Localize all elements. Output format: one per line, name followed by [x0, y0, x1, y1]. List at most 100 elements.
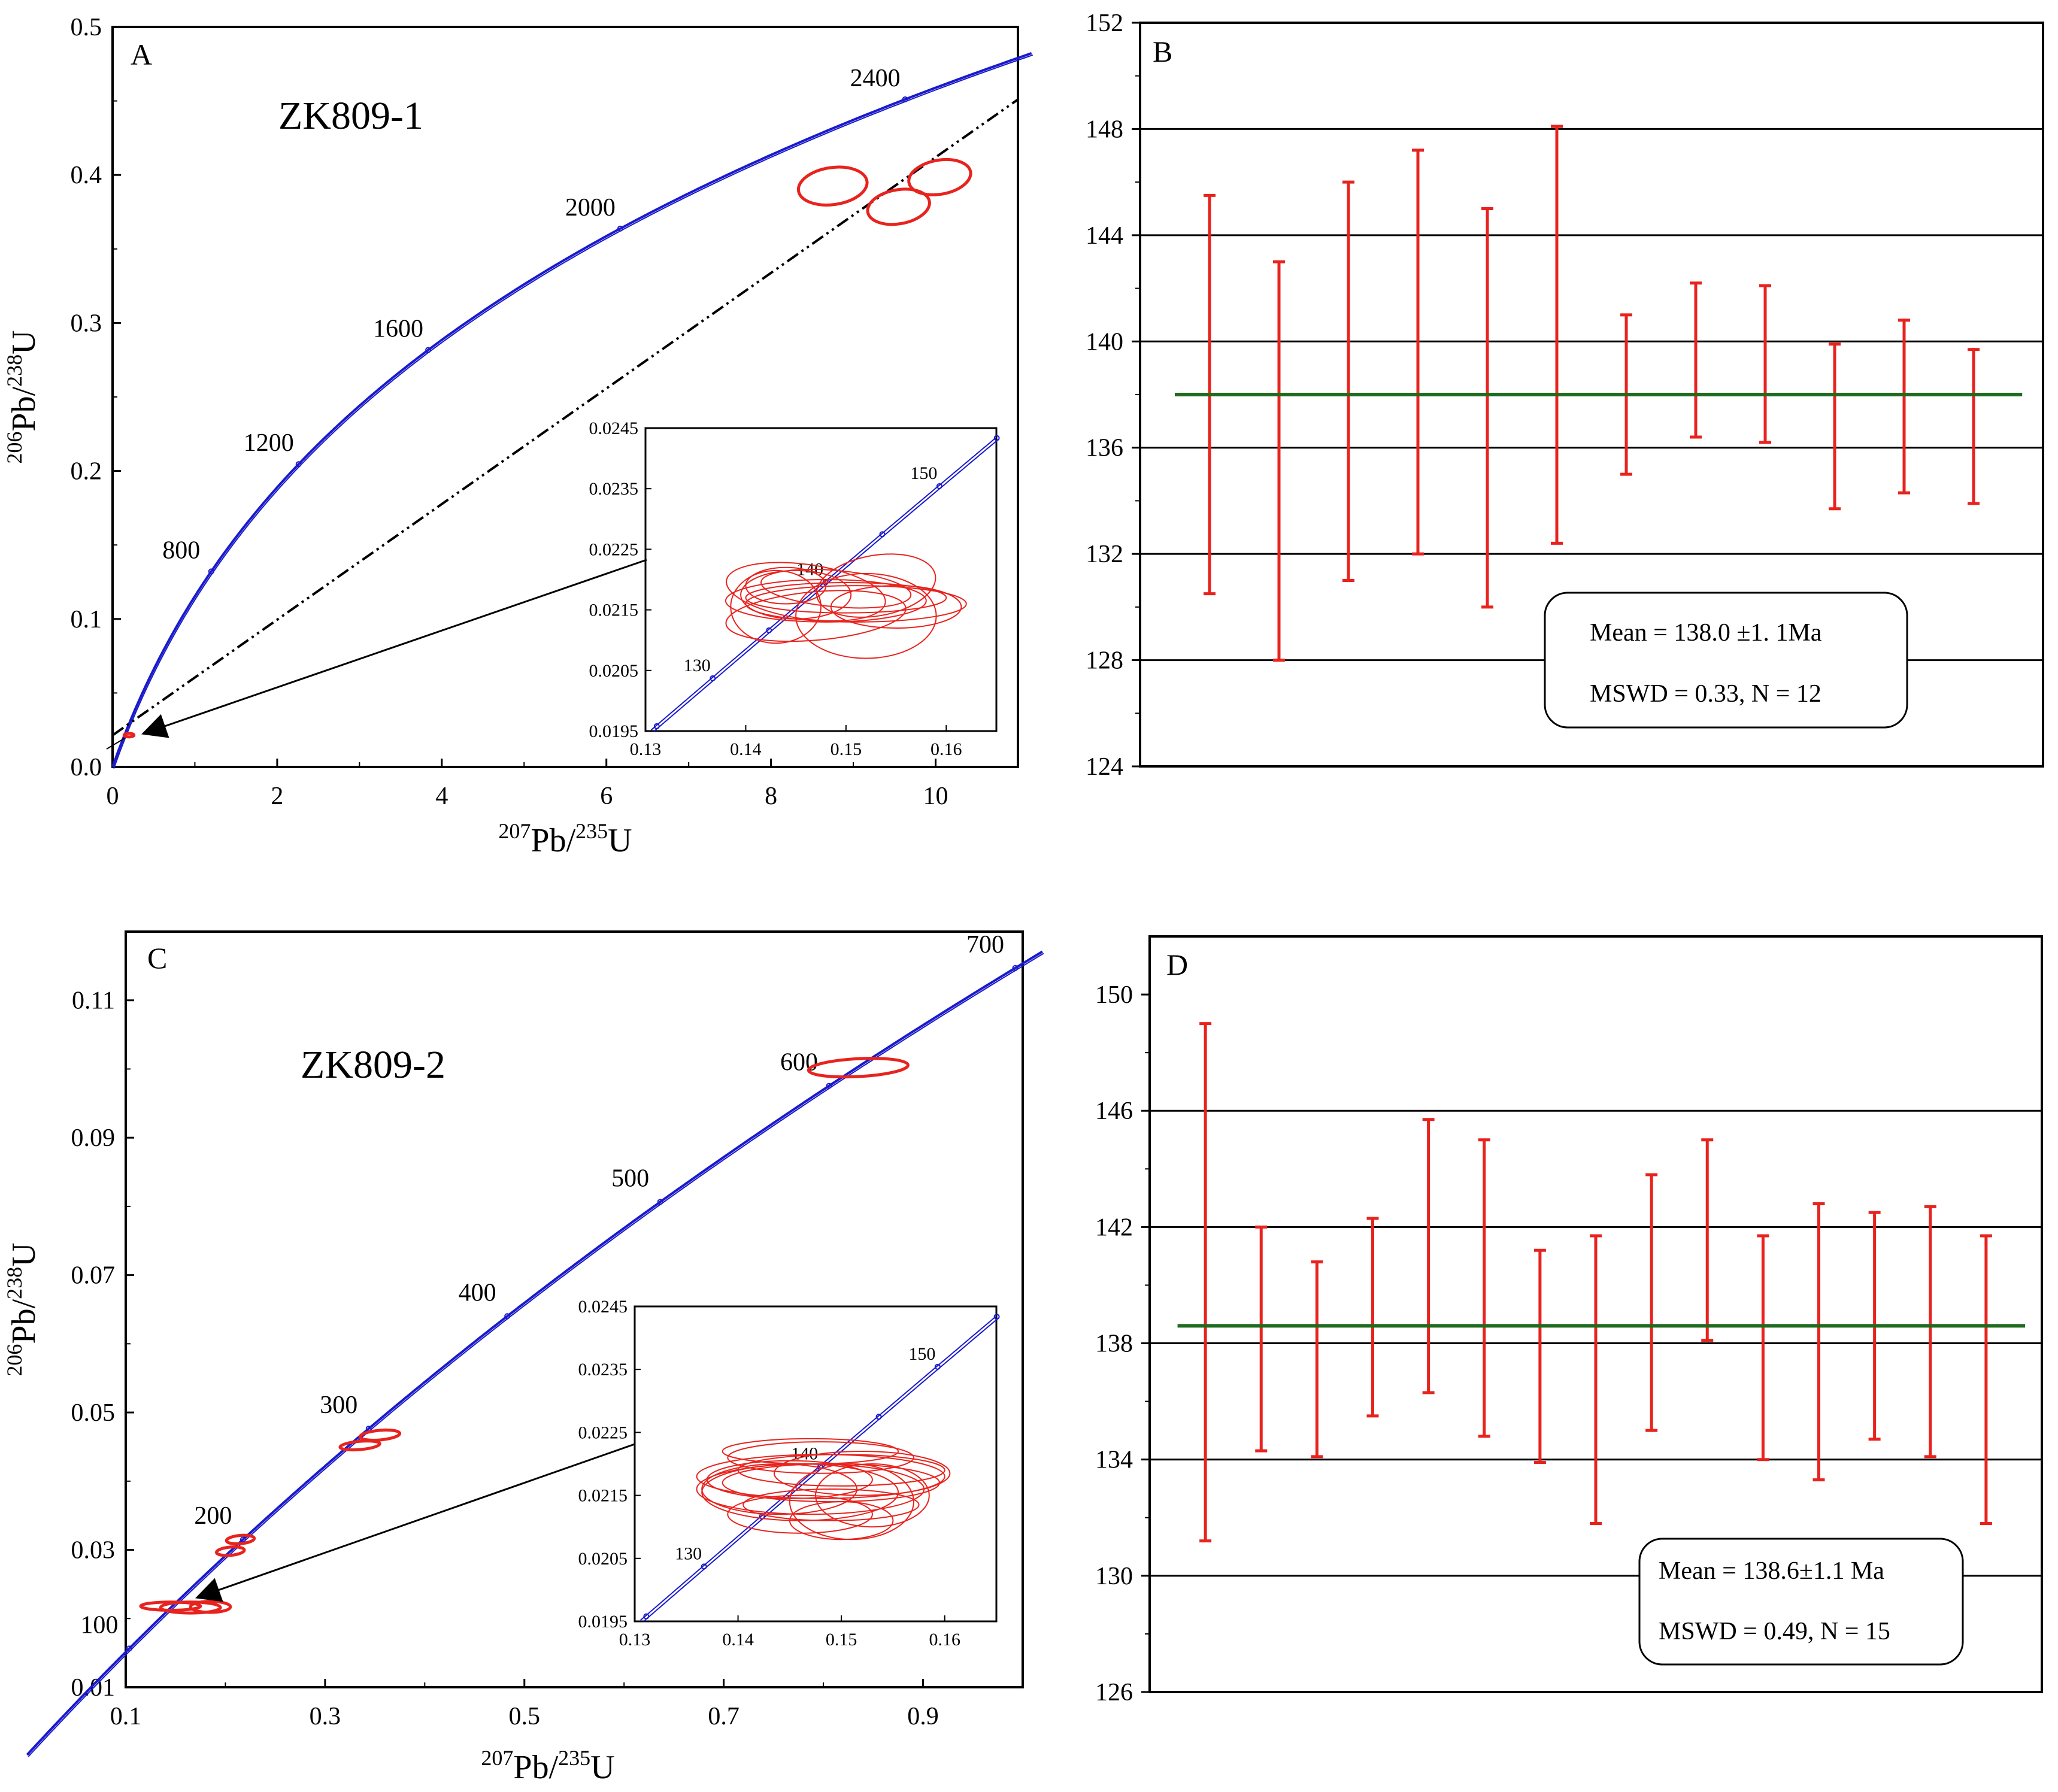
a-inset-x-tick-label: 0.14 [730, 739, 762, 759]
a-inset-y-tick-label: 0.0205 [589, 661, 639, 681]
c-x-tick-label: 0.9 [907, 1703, 939, 1730]
panel-a-concordia: A ZK809-1 0 2 4 6 8 10 0.0 0.1 0.2 0.3 0.4 0.5 800 1… [2, 14, 1033, 859]
c-age-label: 700 [966, 931, 1004, 959]
panel-d-weighted-mean: D 126 130 134 138 142 146 150 Mean = 138.6±1.1… [1095, 935, 2043, 1706]
a-y-tick-label: 0.3 [71, 310, 102, 337]
c-age-label: 100 [80, 1611, 118, 1639]
c-inset-y-tick-label: 0.0245 [578, 1297, 628, 1317]
c-age-marker [504, 1313, 511, 1320]
c-age-marker [1012, 965, 1019, 971]
a-inset-age-label: 150 [910, 463, 937, 483]
a-y-tick-label: 0.5 [71, 14, 102, 41]
a-inset-age-marker [936, 483, 942, 489]
c-inset-error-ellipse [789, 1501, 894, 1541]
a-age-label: 1600 [373, 316, 423, 343]
a-inset-error-ellipse [816, 553, 936, 618]
c-inset-age-marker [993, 1314, 1000, 1320]
c-inset-y-tick-label: 0.0215 [578, 1486, 628, 1506]
a-age-label: 2400 [850, 65, 901, 92]
c-inset-error-ellipse [701, 1463, 858, 1515]
c-x-tick-label: 0.1 [110, 1703, 142, 1730]
c-y-tick-label: 0.05 [71, 1399, 116, 1427]
c-error-ellipse [807, 1057, 910, 1079]
c-error-ellipse [225, 1533, 256, 1545]
d-y-tick-label: 142 [1095, 1214, 1133, 1241]
a-error-ellipse [122, 732, 136, 739]
d-y-tick-label: 138 [1095, 1330, 1133, 1358]
b-y-tick-label: 132 [1086, 541, 1123, 568]
a-x-tick-label: 4 [435, 783, 448, 810]
b-y-tick-label: 152 [1086, 10, 1123, 37]
a-age-label: 1200 [244, 429, 294, 457]
a-discordia-line [111, 98, 1019, 736]
panel-d-letter: D [1166, 948, 1188, 981]
c-inset-y-tick-label: 0.0195 [578, 1612, 628, 1632]
b-y-tick-label: 148 [1086, 116, 1123, 143]
c-inset-error-ellipse [722, 1438, 899, 1464]
c-concordia-envelope [28, 953, 1044, 1757]
panel-d-frame [1148, 935, 2043, 1693]
b-y-tick-label: 144 [1086, 222, 1123, 250]
c-inset-x-tick-label: 0.14 [722, 1630, 754, 1650]
a-discordia-lower-extension [106, 738, 125, 750]
a-x-tick-label: 2 [271, 783, 283, 810]
c-x-tick-label: 0.5 [509, 1703, 541, 1730]
c-error-ellipse [338, 1439, 381, 1452]
panel-a-sample-label: ZK809-1 [278, 94, 423, 138]
c-inset-age-marker [701, 1563, 707, 1570]
a-age-marker [208, 568, 214, 575]
c-inset-x-tick-label: 0.13 [619, 1630, 651, 1650]
c-age-label: 200 [194, 1502, 232, 1530]
c-inset-age-label: 150 [908, 1344, 935, 1364]
a-y-tick-label: 0.1 [71, 606, 102, 633]
panel-c-letter: C [147, 941, 167, 975]
c-age-label: 500 [611, 1165, 649, 1192]
c-inset-x-tick-label: 0.16 [929, 1630, 960, 1650]
c-y-tick-label: 0.03 [71, 1537, 116, 1564]
panel-c-concordia: C ZK809-2 0.1 0.3 0.5 0.7 0.90.010.030.050.0… [2, 930, 1044, 1786]
a-inset-age-marker [653, 723, 660, 729]
a-y-tick-label: 0.4 [71, 162, 102, 189]
a-inset-y-tick-label: 0.0195 [589, 721, 639, 741]
a-inset-age-marker [766, 627, 772, 633]
a-age-label: 2000 [565, 194, 616, 222]
panel-c-sample-label: ZK809-2 [301, 1043, 445, 1087]
a-inset-y-tick-label: 0.0215 [589, 601, 639, 620]
a-inset-age-marker [710, 675, 716, 681]
panel-b-weighted-mean: B 124 128 132 136 140 144 148 152 Mean = 138.0 … [1086, 10, 2044, 781]
a-age-marker [902, 96, 908, 102]
c-inset-error-ellipse [742, 1488, 920, 1521]
panel-a-x-axis-label: 207Pb/235U [498, 819, 632, 859]
b-y-tick-label: 140 [1086, 328, 1123, 356]
a-age-label: 800 [162, 536, 200, 564]
a-x-tick-label: 8 [765, 783, 777, 810]
panel-c-frame [125, 930, 1024, 1688]
panel-a-letter: A [131, 38, 152, 71]
a-age-marker [425, 347, 432, 353]
c-inset-age-marker [875, 1414, 882, 1420]
c-concordia-curve [26, 950, 1043, 1756]
a-error-ellipse [796, 165, 869, 207]
a-x-tick-label: 0 [107, 783, 119, 810]
c-age-marker [240, 1536, 246, 1543]
c-y-tick-label: 0.09 [71, 1124, 116, 1152]
c-inset-y-tick-label: 0.0205 [578, 1549, 628, 1569]
c-inset-error-ellipse [773, 1450, 951, 1496]
c-age-label: 300 [320, 1391, 357, 1419]
panel-c-y-axis-label: 206Pb/238U [2, 1242, 43, 1376]
c-inset-y-tick-label: 0.0235 [578, 1360, 628, 1379]
a-age-marker [295, 461, 302, 468]
c-inset-x-tick-label: 0.15 [826, 1630, 857, 1650]
a-inset-error-ellipse [760, 569, 912, 609]
a-error-ellipse [866, 187, 931, 226]
a-inset-x-tick-label: 0.16 [931, 739, 962, 759]
d-y-tick-label: 146 [1095, 1097, 1133, 1125]
c-inset-error-ellipse [727, 1494, 873, 1534]
d-y-tick-label: 134 [1095, 1447, 1133, 1474]
c-inset-age-label: 130 [675, 1544, 702, 1563]
panel-b-mswd-text: MSWD = 0.33, N = 12 [1590, 680, 1821, 708]
a-y-tick-label: 0.0 [71, 754, 102, 781]
panel-d-mswd-text: MSWD = 0.49, N = 15 [1659, 1618, 1890, 1645]
a-concordia-envelope [113, 54, 1033, 769]
